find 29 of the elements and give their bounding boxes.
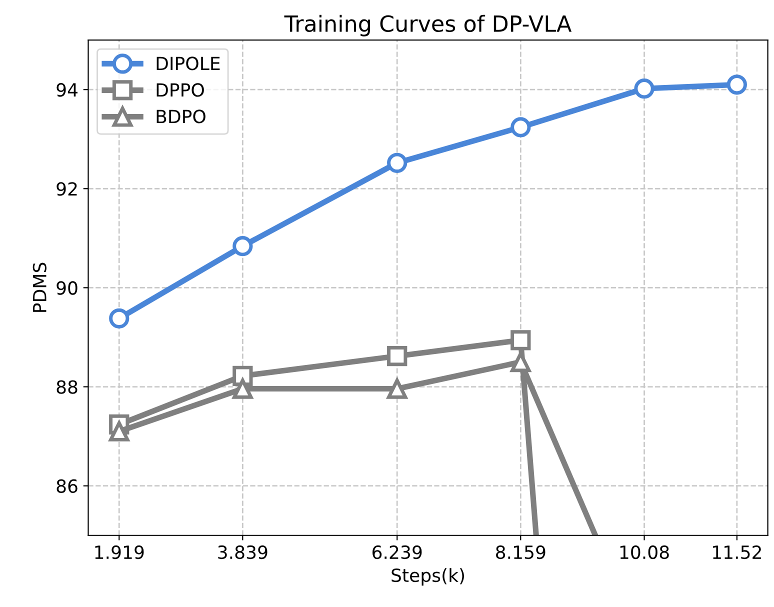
x-tick-label: 8.159	[496, 545, 546, 560]
y-tick-label: 92	[56, 182, 77, 196]
x-tick-label: 6.239	[372, 545, 422, 560]
x-tick-label: 3.839	[218, 545, 268, 560]
x-tick-label: 11.52	[713, 545, 761, 560]
point	[232, 378, 253, 399]
point	[510, 117, 531, 138]
point	[387, 152, 408, 173]
x-axis-title: Steps(k)	[392, 568, 464, 586]
y-tick-label: 88	[56, 380, 78, 394]
x-tick-label: 1.919	[95, 545, 144, 560]
point	[387, 378, 408, 399]
point	[387, 346, 408, 366]
point	[726, 74, 747, 95]
x-tick-label: 10.08	[620, 545, 669, 560]
y-tick-label: 90	[56, 281, 78, 295]
y-tick-label: 94	[56, 83, 78, 97]
point	[634, 78, 654, 99]
chart-title: Training Curves of DP-VLA	[284, 14, 572, 36]
point	[510, 330, 531, 350]
legend-label: DPPO	[156, 83, 204, 97]
point	[510, 352, 531, 372]
point	[232, 236, 253, 256]
point	[109, 421, 130, 442]
y-axis-title: PDMS	[32, 262, 46, 312]
point	[109, 308, 130, 328]
legend-label: BDPO	[156, 110, 206, 124]
legend-label: DIPOLE	[156, 56, 220, 70]
y-tick-label: 86	[56, 479, 78, 493]
